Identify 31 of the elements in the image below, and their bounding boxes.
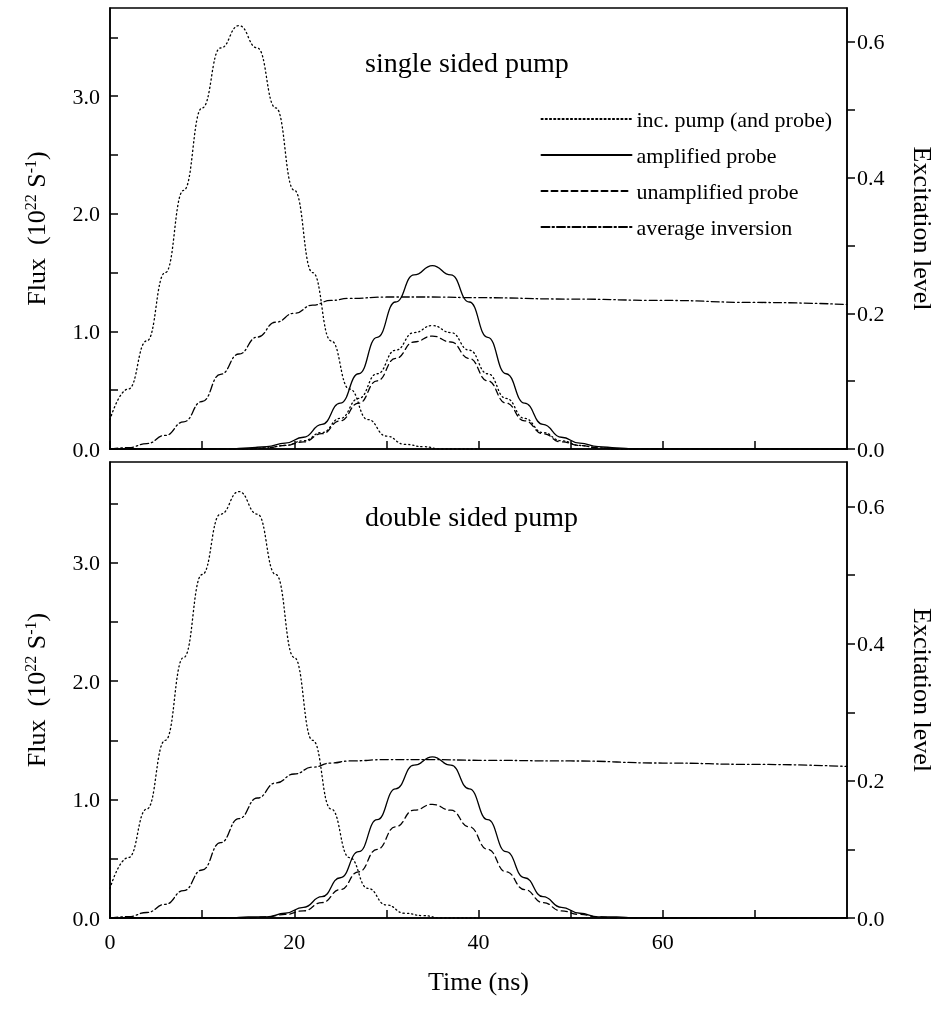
y-tick-label: 3.0 [72, 550, 100, 576]
x-tick-label: 60 [651, 928, 674, 954]
x-tick-label: 20 [283, 928, 306, 954]
legend-label: amplified probe [636, 142, 777, 168]
legend-label: average inversion [636, 214, 793, 240]
y-tick-label: 2.0 [72, 201, 100, 227]
y2-tick-label: 0.2 [857, 768, 885, 794]
y-tick-label: 2.0 [72, 668, 100, 694]
y2-tick-label: 0.4 [857, 165, 885, 191]
y-axis-title: Flux (1022 S-1) [21, 151, 51, 306]
y2-tick-label: 0.6 [857, 494, 885, 520]
y2-axis-title: Excitation level [907, 146, 937, 311]
y-tick-label: 0.0 [72, 436, 100, 462]
legend-label: unamplified probe [636, 178, 799, 204]
text: single sided pump [365, 46, 569, 78]
y2-tick-label: 0.0 [857, 436, 885, 462]
y-tick-label: 3.0 [72, 83, 100, 109]
y-tick-label: 0.0 [72, 905, 100, 931]
x-tick-label: 0 [104, 928, 116, 954]
y2-tick-label: 0.2 [857, 300, 885, 326]
text: double sided pump [365, 500, 579, 532]
y2-axis-title: Excitation level [907, 608, 937, 772]
legend-label: inc. pump (and probe) [636, 106, 832, 132]
y2-tick-label: 0.6 [857, 29, 885, 55]
y-axis-title: Flux (1022 S-1) [21, 612, 51, 768]
y2-tick-label: 0.0 [857, 905, 885, 931]
x-tick-label: 40 [467, 928, 490, 954]
y2-tick-label: 0.4 [857, 631, 885, 657]
y-tick-label: 1.0 [72, 787, 100, 813]
y-tick-label: 1.0 [72, 318, 100, 344]
x-axis-title: Time (ns) [428, 966, 529, 996]
